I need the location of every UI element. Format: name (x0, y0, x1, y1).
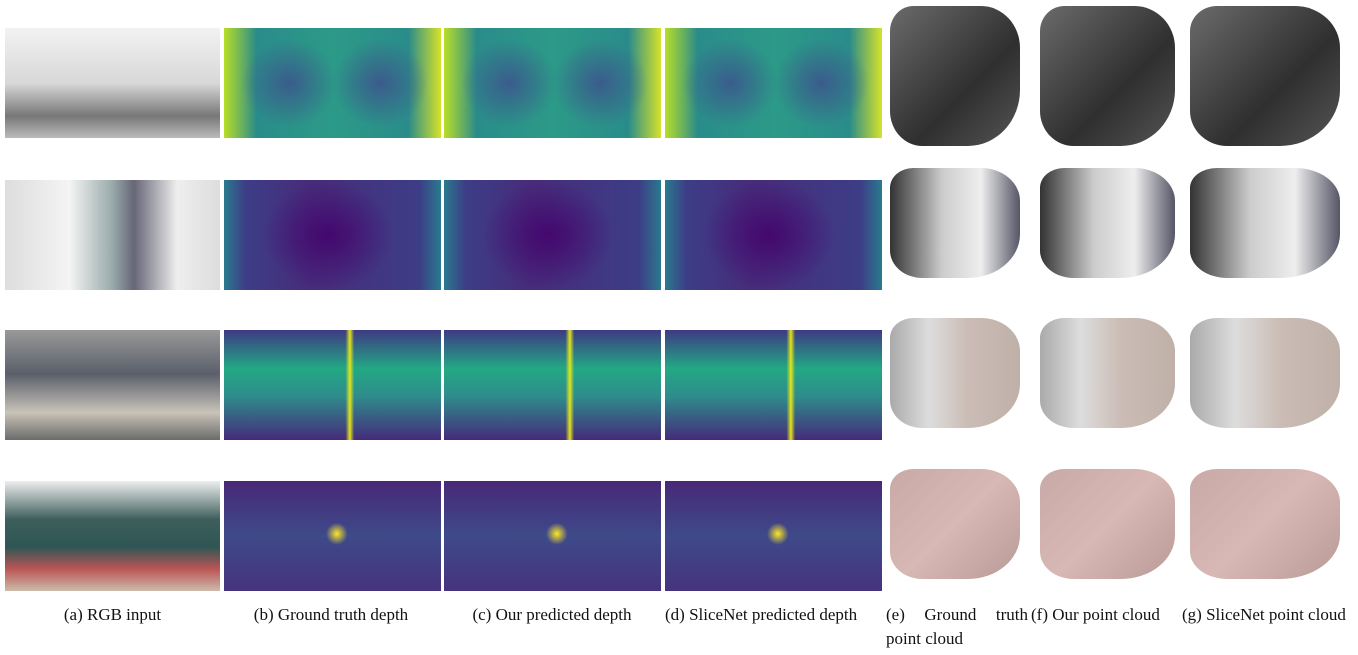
rgb-image (5, 330, 220, 440)
point-cloud (890, 168, 1020, 278)
depth-map (665, 481, 882, 591)
rgb-image (5, 180, 220, 290)
point-cloud (1190, 318, 1340, 428)
point-cloud (1190, 168, 1340, 278)
depth-map (224, 481, 441, 591)
depth-map (444, 330, 661, 440)
caption: (a) RGB input (5, 603, 220, 627)
caption: (d) SliceNet predicted depth (665, 603, 883, 627)
point-cloud (1190, 6, 1340, 146)
caption: (g) SliceNet point cloud (1182, 603, 1348, 627)
depth-map (444, 481, 661, 591)
point-cloud (1040, 469, 1175, 579)
caption: (c) Our predicted depth (443, 603, 661, 627)
depth-map (665, 180, 882, 290)
depth-map (665, 330, 882, 440)
caption: (b) Ground truth depth (222, 603, 440, 627)
point-cloud (890, 318, 1020, 428)
figure: (a) RGB input (b) Ground truth depth (c)… (0, 0, 1358, 655)
depth-map (444, 28, 661, 138)
depth-map (224, 28, 441, 138)
point-cloud (1040, 6, 1175, 146)
depth-map (224, 330, 441, 440)
rgb-image (5, 481, 220, 591)
depth-map (444, 180, 661, 290)
rgb-image (5, 28, 220, 138)
point-cloud (1190, 469, 1340, 579)
point-cloud (1040, 318, 1175, 428)
point-cloud (890, 469, 1020, 579)
point-cloud (890, 6, 1020, 146)
caption: (e) Ground truth point cloud (886, 603, 1028, 651)
caption: (f) Our point cloud (1031, 603, 1178, 627)
depth-map (224, 180, 441, 290)
point-cloud (1040, 168, 1175, 278)
depth-map (665, 28, 882, 138)
